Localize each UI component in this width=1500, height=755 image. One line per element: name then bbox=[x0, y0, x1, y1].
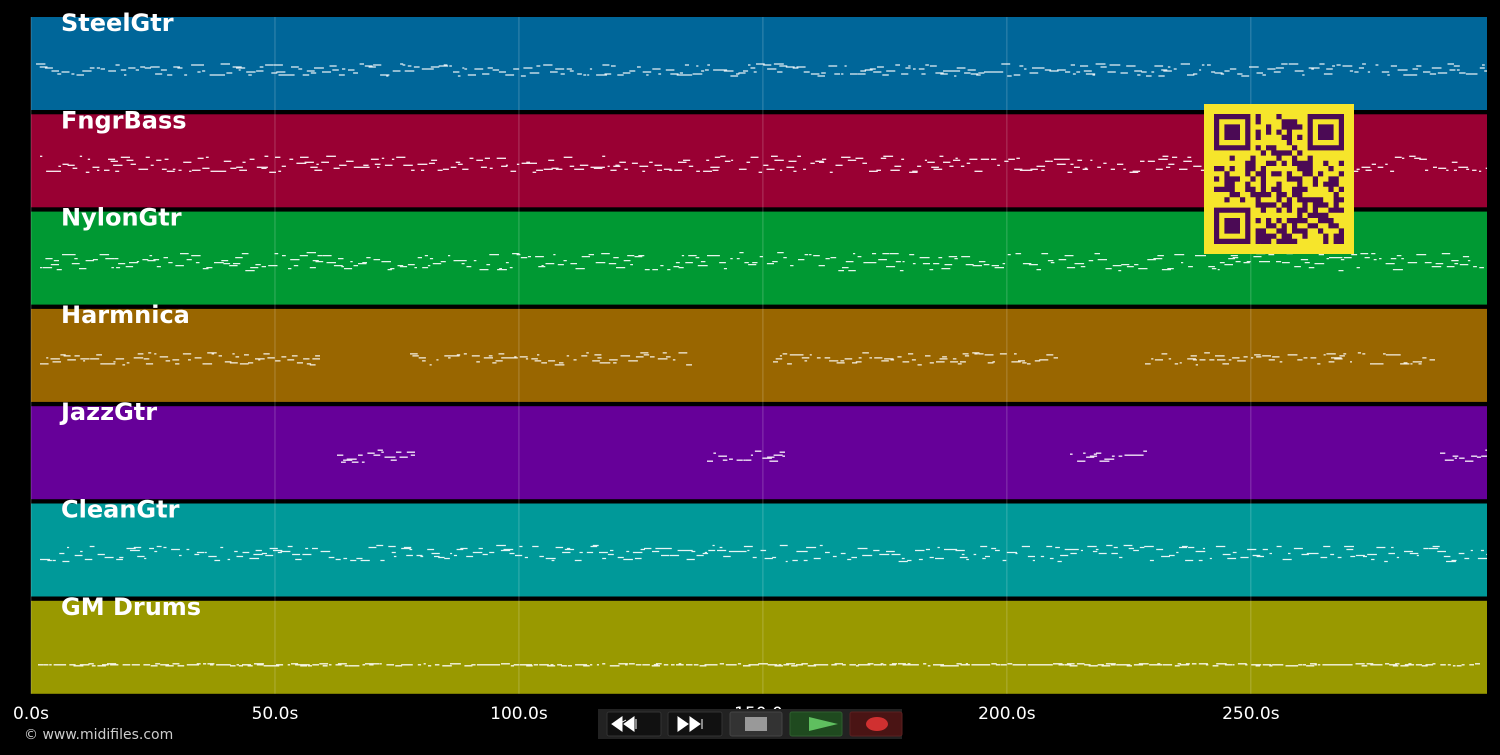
play-button[interactable] bbox=[789, 711, 843, 737]
x-tick-label: 250.0s bbox=[1222, 704, 1280, 724]
qr-code bbox=[1204, 104, 1354, 254]
record-button[interactable] bbox=[849, 711, 903, 737]
track-name: CleanGtr bbox=[61, 496, 180, 524]
track-name: SteelGtr bbox=[61, 9, 174, 37]
track-name: Harmnica bbox=[61, 301, 190, 329]
x-tick-label: 200.0s bbox=[978, 704, 1036, 724]
track-lane bbox=[31, 406, 1487, 500]
rewind-button[interactable] bbox=[606, 711, 662, 737]
notes bbox=[36, 63, 1487, 667]
note-pattern bbox=[38, 663, 1480, 667]
track-lane bbox=[31, 503, 1487, 597]
track-lane bbox=[31, 308, 1487, 402]
stop-button[interactable] bbox=[729, 711, 783, 737]
note-pattern bbox=[40, 251, 1484, 272]
note-pattern bbox=[337, 449, 1487, 463]
track-name: GM Drums bbox=[61, 593, 201, 621]
note-pattern bbox=[36, 63, 1487, 77]
qr-modules bbox=[1214, 114, 1344, 244]
note-pattern bbox=[40, 544, 1487, 563]
transport bbox=[598, 709, 903, 739]
x-tick-label: 100.0s bbox=[490, 704, 548, 724]
track-lane bbox=[31, 600, 1487, 694]
track-name: FngrBass bbox=[61, 106, 187, 134]
grid bbox=[30, 17, 1252, 694]
x-tick-label: 0.0s bbox=[13, 704, 49, 724]
track-name: JazzGtr bbox=[59, 398, 157, 426]
footer-credit: © www.midifiles.com bbox=[24, 727, 173, 743]
x-tick-label: 50.0s bbox=[252, 704, 299, 724]
labels: SteelGtr FngrBass NylonGtr Harmnica JazzGtr C… bbox=[59, 9, 201, 621]
fast-forward-button[interactable] bbox=[667, 711, 723, 737]
note-pattern bbox=[40, 352, 1435, 366]
track-name: NylonGtr bbox=[61, 204, 182, 232]
